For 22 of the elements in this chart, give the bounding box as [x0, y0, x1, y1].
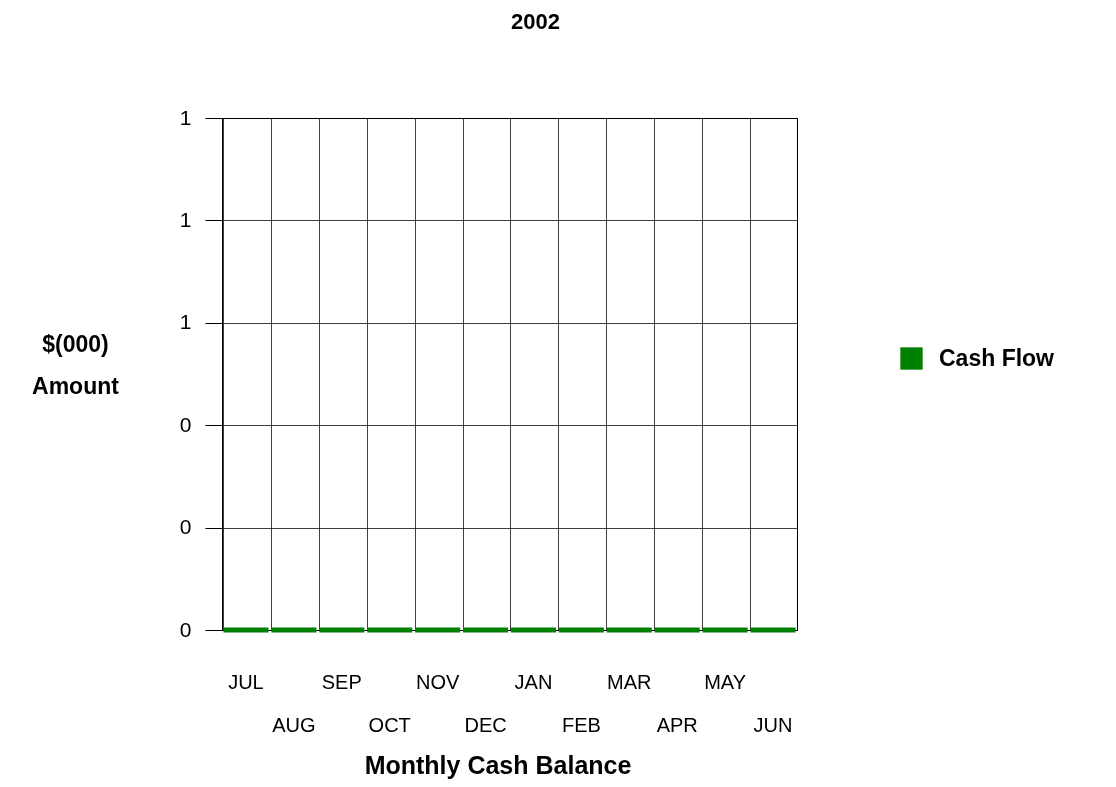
- x-axis-title: Monthly Cash Balance: [364, 750, 632, 779]
- y-tick-label: 1: [179, 310, 192, 334]
- x-tick-label: MAY: [704, 670, 747, 693]
- y-tick-label: 0: [179, 617, 192, 641]
- y-tick-label: 1: [179, 207, 192, 231]
- x-tick-label: FEB: [561, 713, 601, 736]
- y-tick-label: 0: [179, 412, 192, 436]
- x-tick-label: DEC: [464, 713, 507, 736]
- x-tick-label: APR: [656, 713, 698, 736]
- x-tick-label: OCT: [368, 713, 411, 736]
- chart-title: 2002: [511, 9, 560, 34]
- x-tick-label: JUL: [228, 670, 264, 693]
- x-tick-label: NOV: [415, 670, 460, 693]
- y-tick-label: 0: [179, 515, 192, 539]
- y-tick-label: 1: [179, 105, 192, 129]
- y-axis-title: $(000) Amount: [32, 330, 120, 399]
- x-tick-label: MAR: [607, 670, 652, 693]
- x-tick-label: JUN: [753, 713, 793, 736]
- legend-label: Cash Flow: [939, 344, 1055, 371]
- x-tick-label: AUG: [272, 713, 316, 736]
- x-tick-label: JAN: [514, 670, 553, 693]
- x-tick-label: SEP: [321, 670, 362, 693]
